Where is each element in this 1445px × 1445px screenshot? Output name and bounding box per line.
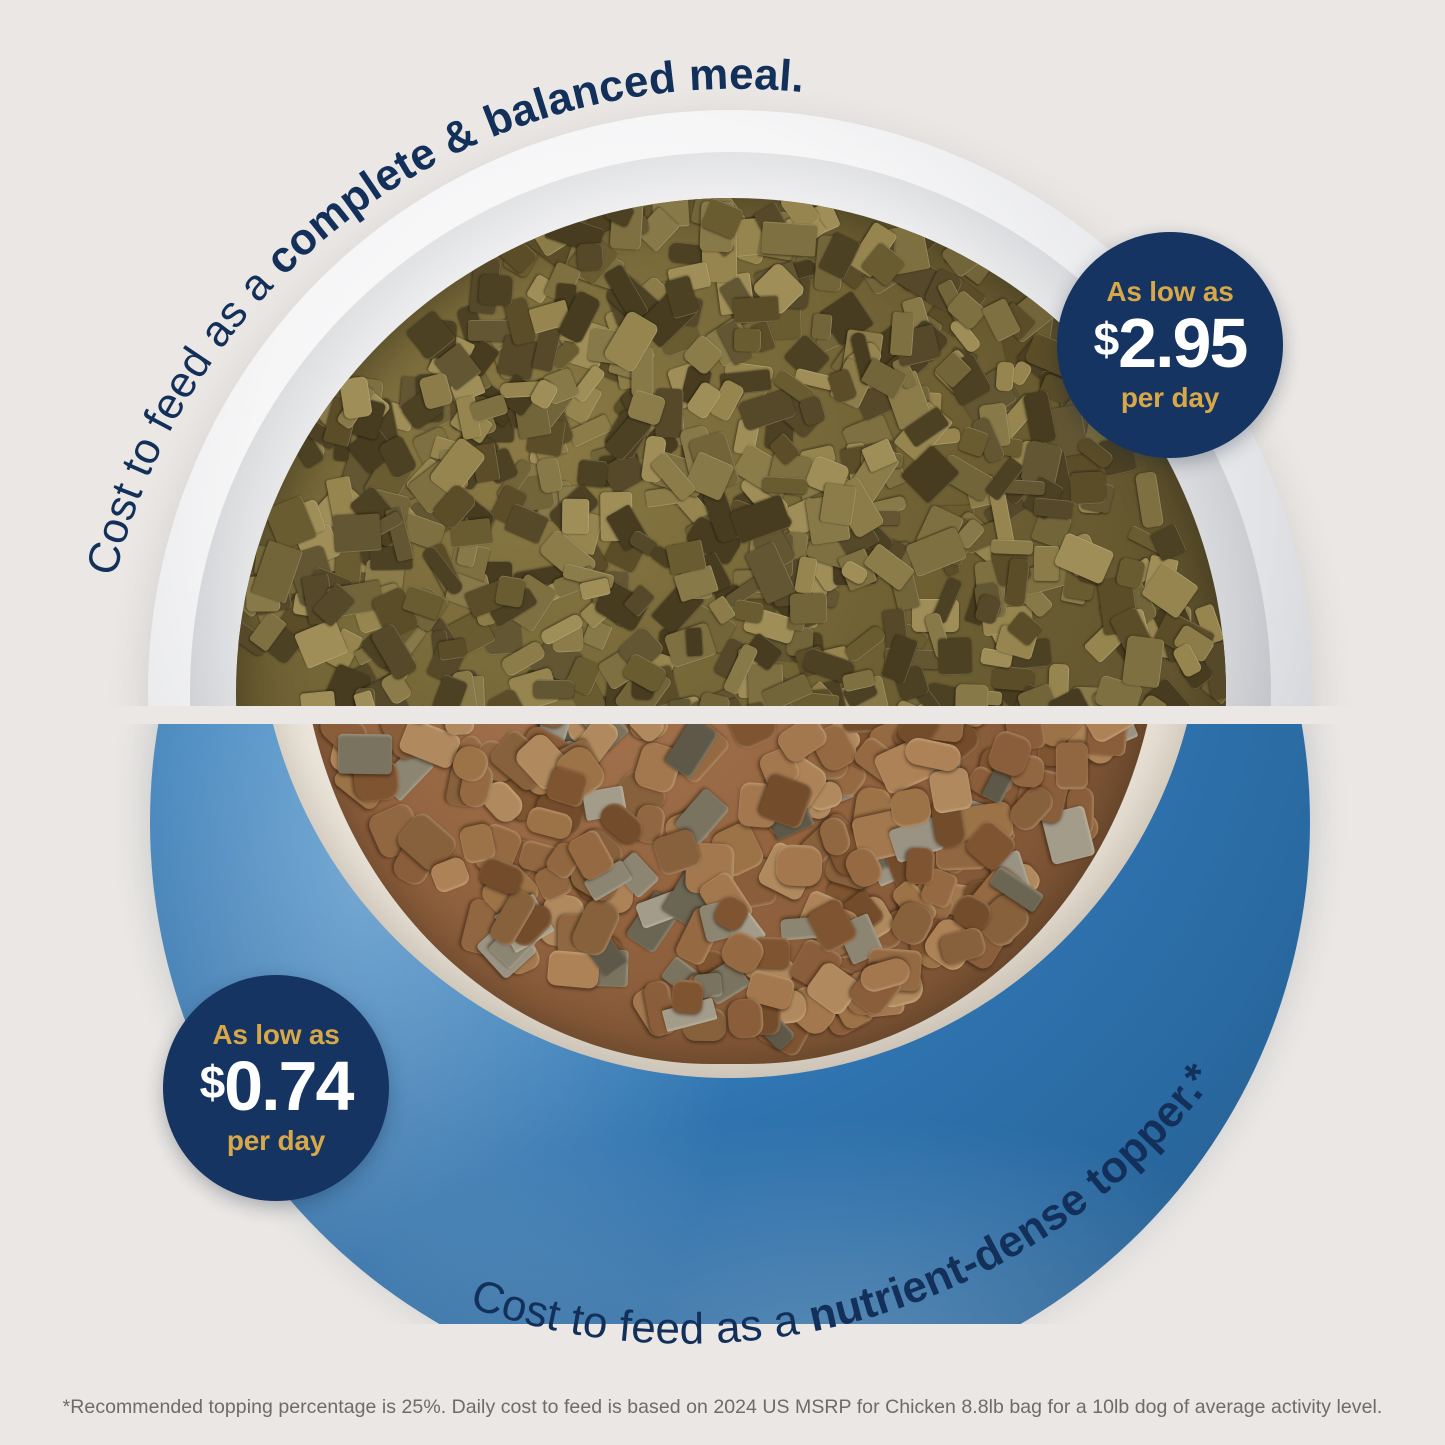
currency-symbol: $	[1093, 313, 1120, 366]
badge-kicker: As low as	[1106, 276, 1234, 308]
footnote-text: *Recommended topping percentage is 25%. …	[62, 1396, 1383, 1418]
price-amount: 0.74	[224, 1047, 354, 1126]
currency-symbol: $	[199, 1056, 226, 1109]
badge-sublabel: per day	[226, 1124, 326, 1156]
badge-topper-price: As low as $0.74 per day	[163, 975, 389, 1201]
panel-divider	[0, 706, 1445, 724]
badge-kicker: As low as	[212, 1019, 340, 1051]
badge-sublabel: per day	[1120, 381, 1220, 413]
badge-price: $0.74	[199, 1047, 355, 1126]
price-amount: 2.95	[1118, 304, 1248, 383]
badge-price: $2.95	[1093, 304, 1249, 383]
badge-complete-meal-price: As low as $2.95 per day	[1057, 232, 1283, 458]
